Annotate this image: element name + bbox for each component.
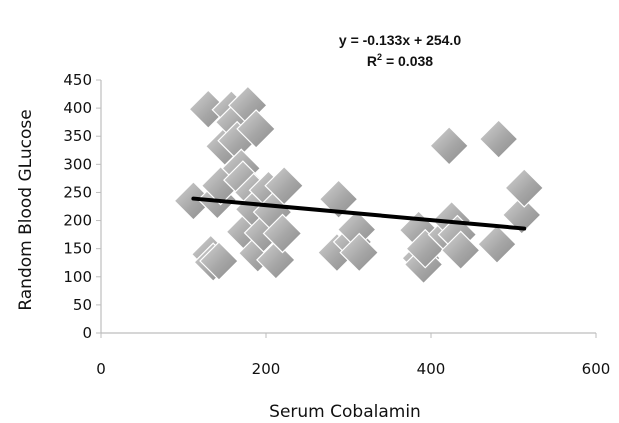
x-axis-title: Serum Cobalamin	[269, 402, 421, 422]
data-point	[264, 165, 304, 206]
r-squared-label: R2 = 0.038	[367, 52, 433, 69]
x-tick-labels: 0 200 400 600	[96, 333, 610, 378]
y-tick-label: 50	[73, 296, 92, 314]
y-tick-label: 0	[82, 324, 92, 342]
data-point	[262, 213, 303, 254]
trendline-equation: y = -0.133x + 254.0	[339, 32, 461, 48]
data-point	[440, 230, 481, 271]
data-point	[477, 224, 517, 265]
y-tick-labels: 0 50 100 150 200 250 300 350 400 450	[63, 71, 101, 342]
r-squared-value: = 0.038	[382, 53, 433, 69]
r-squared-prefix: R	[367, 53, 377, 69]
x-tick-label: 600	[582, 360, 611, 378]
x-tick-label: 0	[96, 360, 106, 378]
y-tick-label: 250	[63, 183, 92, 201]
data-point	[478, 119, 519, 159]
y-axis-title: Random Blood GLucose	[16, 109, 36, 310]
data-point	[501, 195, 542, 235]
y-tick-label: 100	[63, 268, 92, 286]
y-tick-label: 400	[63, 99, 92, 117]
data-point	[318, 179, 359, 220]
data-point	[236, 109, 276, 149]
y-tick-label: 200	[63, 212, 92, 230]
y-tick-label: 350	[63, 127, 92, 145]
data-point	[504, 168, 545, 208]
data-point	[429, 125, 469, 166]
y-tick-label: 300	[63, 155, 92, 173]
y-tick-label: 150	[63, 240, 92, 258]
data-point	[199, 241, 239, 281]
x-tick-label: 200	[252, 360, 281, 378]
x-tick-label: 400	[417, 360, 446, 378]
data-points	[173, 85, 545, 285]
r-squared-exponent: 2	[377, 52, 382, 62]
trendline	[191, 196, 527, 231]
data-point	[339, 232, 380, 273]
y-tick-label: 450	[63, 71, 92, 89]
